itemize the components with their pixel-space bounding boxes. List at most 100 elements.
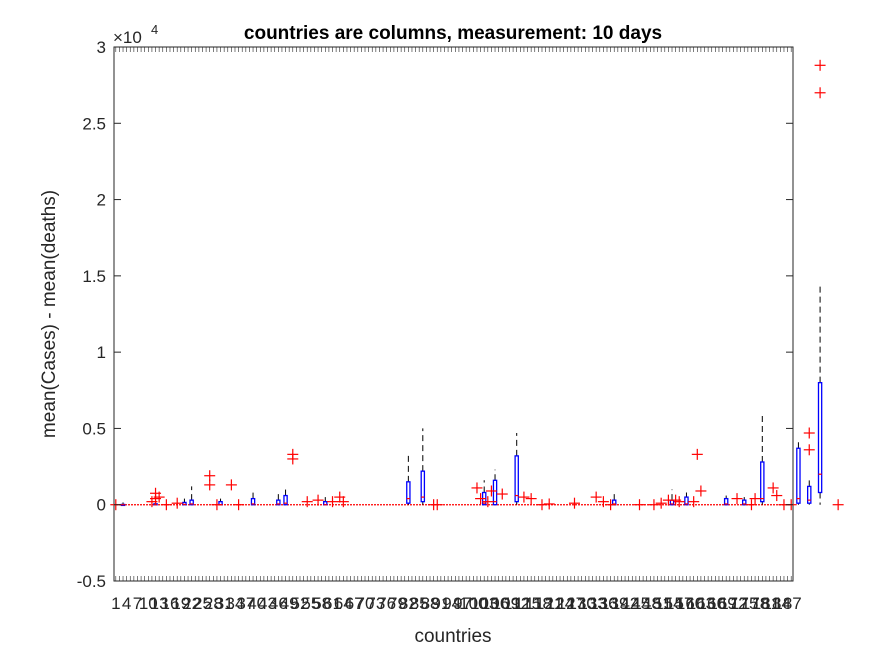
outlier: [471, 482, 483, 494]
x-tick-label: 184: [763, 594, 791, 613]
x-tick-label: 127: [557, 594, 585, 613]
y-axis-ticks: -0.5 0 0.5 1 1.5 2 2.5 3: [77, 38, 793, 591]
x-tick-label: 34: [226, 594, 245, 613]
x-tick-label: 7: [133, 594, 142, 613]
outlier: [160, 499, 172, 511]
x-tick-label: 70: [356, 594, 375, 613]
outlier: [475, 493, 487, 505]
y-tick-label: 0.5: [82, 419, 106, 438]
outlier: [301, 496, 313, 508]
y-axis-label: mean(Cases) - mean(deaths): [39, 190, 60, 438]
outlier: [648, 499, 660, 511]
x-axis-ticks: 1 4 71013161922252831343740434649525558616…: [111, 47, 802, 613]
x-tick-label: 94: [442, 594, 461, 613]
x-tick-label: 145: [622, 594, 650, 613]
outlier: [536, 499, 548, 511]
x-tick-label: 10: [139, 594, 158, 613]
outlier: [233, 499, 245, 511]
outlier: [634, 499, 646, 511]
box: [760, 461, 765, 503]
x-tick-label: 58: [312, 594, 331, 613]
box: [283, 494, 288, 506]
outlier: [731, 493, 743, 505]
x-tick-label: 118: [525, 594, 552, 613]
x-tick-label: 181: [752, 594, 780, 613]
outlier: [814, 59, 826, 71]
x-tick-label: 172: [719, 594, 747, 613]
x-tick-label: 76: [377, 594, 396, 613]
x-tick-label: 157: [665, 594, 693, 613]
outlier: [749, 493, 761, 505]
x-tick-label: 88: [421, 594, 440, 613]
outlier: [171, 497, 183, 509]
outlier: [673, 496, 685, 508]
x-tick-label: 67: [345, 594, 364, 613]
box: [420, 470, 426, 503]
x-tick-label: 61: [323, 594, 342, 613]
x-tick-label: 97: [453, 594, 472, 613]
x-tick-label: 73: [366, 594, 385, 613]
outlier: [146, 496, 158, 508]
x-tick-label: 163: [687, 594, 715, 613]
box: [817, 382, 823, 494]
x-tick-label: 46: [269, 594, 288, 613]
plot-area: [113, 46, 794, 582]
y-exponent-power: 4: [151, 22, 158, 37]
x-tick-label: 121: [535, 594, 563, 613]
outlier: [803, 444, 815, 456]
y-tick-label: 3: [97, 38, 106, 57]
x-tick-label: 43: [258, 594, 277, 613]
x-tick-label: 115: [514, 594, 541, 613]
outlier: [767, 482, 779, 494]
x-tick-label: 130: [568, 594, 596, 613]
outlier: [543, 498, 555, 510]
x-tick-label: 106: [481, 594, 509, 613]
outlier: [204, 470, 216, 482]
box: [250, 497, 256, 506]
outlier: [695, 485, 707, 497]
outlier: [655, 497, 667, 509]
outlier: [225, 479, 237, 491]
x-tick-label: 28: [204, 594, 223, 613]
box: [406, 481, 411, 504]
y-tick-label: -0.5: [77, 572, 106, 591]
x-tick-label: 13: [150, 594, 169, 613]
outlier: [337, 496, 349, 508]
outlier: [327, 496, 339, 508]
y-tick-label: 0: [97, 496, 106, 515]
x-tick-label: 64: [334, 594, 353, 613]
x-tick-label: 112: [503, 594, 530, 613]
outlier: [485, 485, 497, 497]
y-tick-label: 2: [97, 191, 106, 210]
outlier: [431, 499, 443, 511]
chart-title: countries are columns, measurement: 10 d…: [244, 23, 662, 44]
x-tick-label: 52: [291, 594, 310, 613]
outlier: [496, 488, 508, 500]
box: [189, 499, 194, 506]
x-tick-label: 103: [470, 594, 498, 613]
outlier: [771, 490, 783, 502]
outlier: [525, 493, 537, 505]
outlier: [482, 496, 494, 508]
outlier: [568, 497, 580, 509]
x-tick-label: 151: [643, 594, 671, 613]
x-tick-label: 124: [546, 594, 574, 613]
x-tick-label: 37: [236, 594, 255, 613]
outlier: [518, 491, 530, 503]
x-tick-label: 175: [730, 594, 758, 613]
x-tick-labels: 1 4 71013161922252831343740434649525558616…: [111, 594, 802, 613]
box: [723, 497, 729, 506]
x-tick-label: 109: [492, 594, 520, 613]
outlier: [597, 496, 609, 508]
box: [492, 479, 498, 506]
x-tick-label: 1: [111, 594, 120, 613]
y-exponent-label: ×10: [113, 28, 142, 47]
x-tick-label: 136: [589, 594, 617, 613]
x-tick-label: 49: [280, 594, 299, 613]
x-axis-label: countries: [414, 626, 491, 647]
x-tick-label: 31: [215, 594, 234, 613]
x-tick-label: 19: [171, 594, 190, 613]
outlier: [691, 448, 703, 460]
